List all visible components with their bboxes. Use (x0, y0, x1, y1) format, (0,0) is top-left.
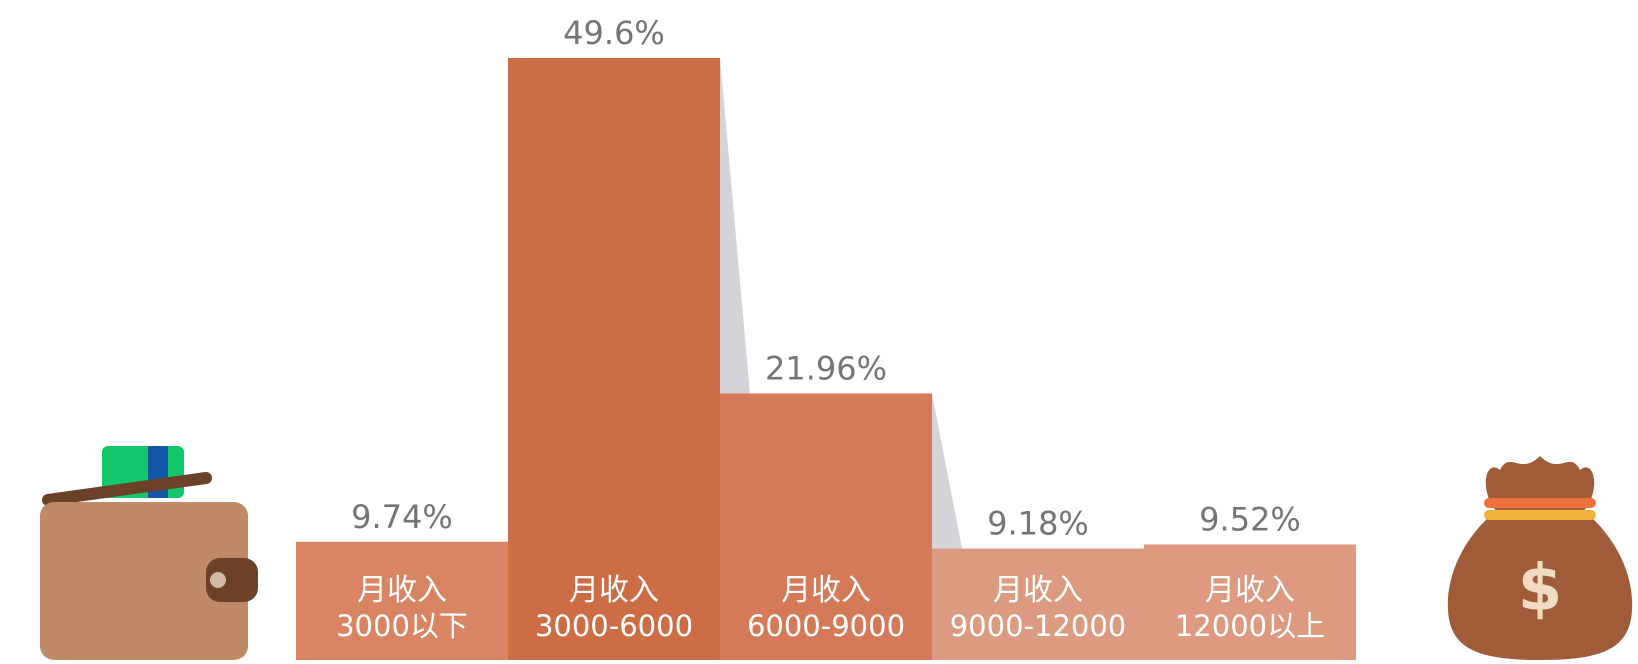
category-label: 3000以下 (336, 609, 468, 643)
bar (508, 58, 720, 660)
bars (296, 58, 1356, 660)
category-label: 月收入 (1205, 573, 1295, 608)
data-label: 9.74% (351, 498, 453, 536)
value-labels: 9.74% 49.6% 21.96% 9.18% 9.52% (351, 14, 1301, 543)
data-label: 21.96% (765, 349, 887, 387)
bar (1144, 544, 1356, 660)
category-label: 3000-6000 (535, 609, 693, 643)
category-label: 月收入 (781, 573, 871, 608)
category-label: 月收入 (569, 573, 659, 608)
category-label: 9000-12000 (950, 609, 1127, 643)
category-label: 6000-9000 (747, 609, 905, 643)
data-label: 9.52% (1199, 500, 1301, 538)
svg-text:$: $ (1518, 552, 1563, 626)
bar (932, 548, 1144, 660)
bar (296, 541, 508, 660)
category-label: 月收入 (993, 573, 1083, 608)
money-bag-icon: $ (1447, 456, 1633, 660)
category-label: 12000以上 (1175, 609, 1325, 643)
category-label: 月收入 (357, 573, 447, 608)
data-label: 49.6% (563, 14, 665, 52)
wallet-icon (40, 446, 258, 660)
data-label: 9.18% (987, 505, 1089, 543)
category-labels: 月收入3000以下月收入3000-6000月收入6000-9000月收入9000… (336, 573, 1325, 643)
bar (720, 393, 932, 660)
